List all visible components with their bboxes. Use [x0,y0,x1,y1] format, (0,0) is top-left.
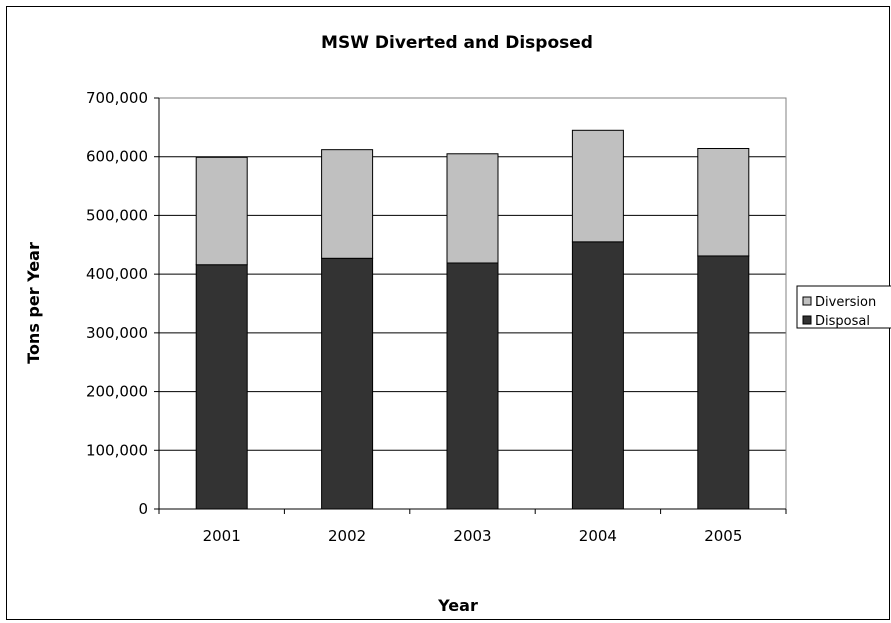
x-tick-label: 2003 [453,527,491,545]
bar-disposal-2003 [446,262,499,510]
y-tick-label: 500,000 [86,206,148,224]
bar-diversion-2002 [321,149,374,259]
y-tick-label: 700,000 [86,89,148,107]
bar-disposal-2005 [697,255,750,510]
chart-title: MSW Diverted and Disposed [321,33,593,53]
legend-label-diversion: Diversion [815,295,876,310]
x-tick-labels: 2001 2002 2003 2004 2005 [203,527,743,545]
legend-box [796,285,891,329]
y-tick-label: 400,000 [86,265,148,283]
legend-swatch-disposal [802,315,812,325]
x-tick-label: 2005 [704,527,742,545]
bar-disposal-2004 [571,241,624,510]
legend-swatch-diversion [802,296,812,306]
y-tick-label: 100,000 [86,441,148,459]
legend: Diversion Disposal [796,285,891,329]
y-tick-label: 600,000 [86,148,148,166]
y-tick-labels: 0 100,000 200,000 300,000 400,000 500,000 600,… [86,89,148,518]
bar-diversion-2001 [195,156,248,266]
axes [154,97,787,514]
bar-disposal-2001 [195,264,248,510]
bars [195,129,750,510]
y-tick-label: 0 [138,500,148,518]
bar-diversion-2003 [446,153,499,264]
x-tick-label: 2001 [203,527,241,545]
bar-diversion-2005 [697,147,750,257]
bar-disposal-2002 [321,257,374,510]
bar-diversion-2004 [571,129,624,243]
y-tick-label: 300,000 [86,324,148,342]
x-tick-label: 2004 [579,527,617,545]
x-axis-title: Year [437,596,478,615]
legend-label-disposal: Disposal [815,314,870,329]
y-axis-title: Tons per Year [24,242,43,364]
y-tick-label: 200,000 [86,383,148,401]
x-tick-label: 2002 [328,527,366,545]
